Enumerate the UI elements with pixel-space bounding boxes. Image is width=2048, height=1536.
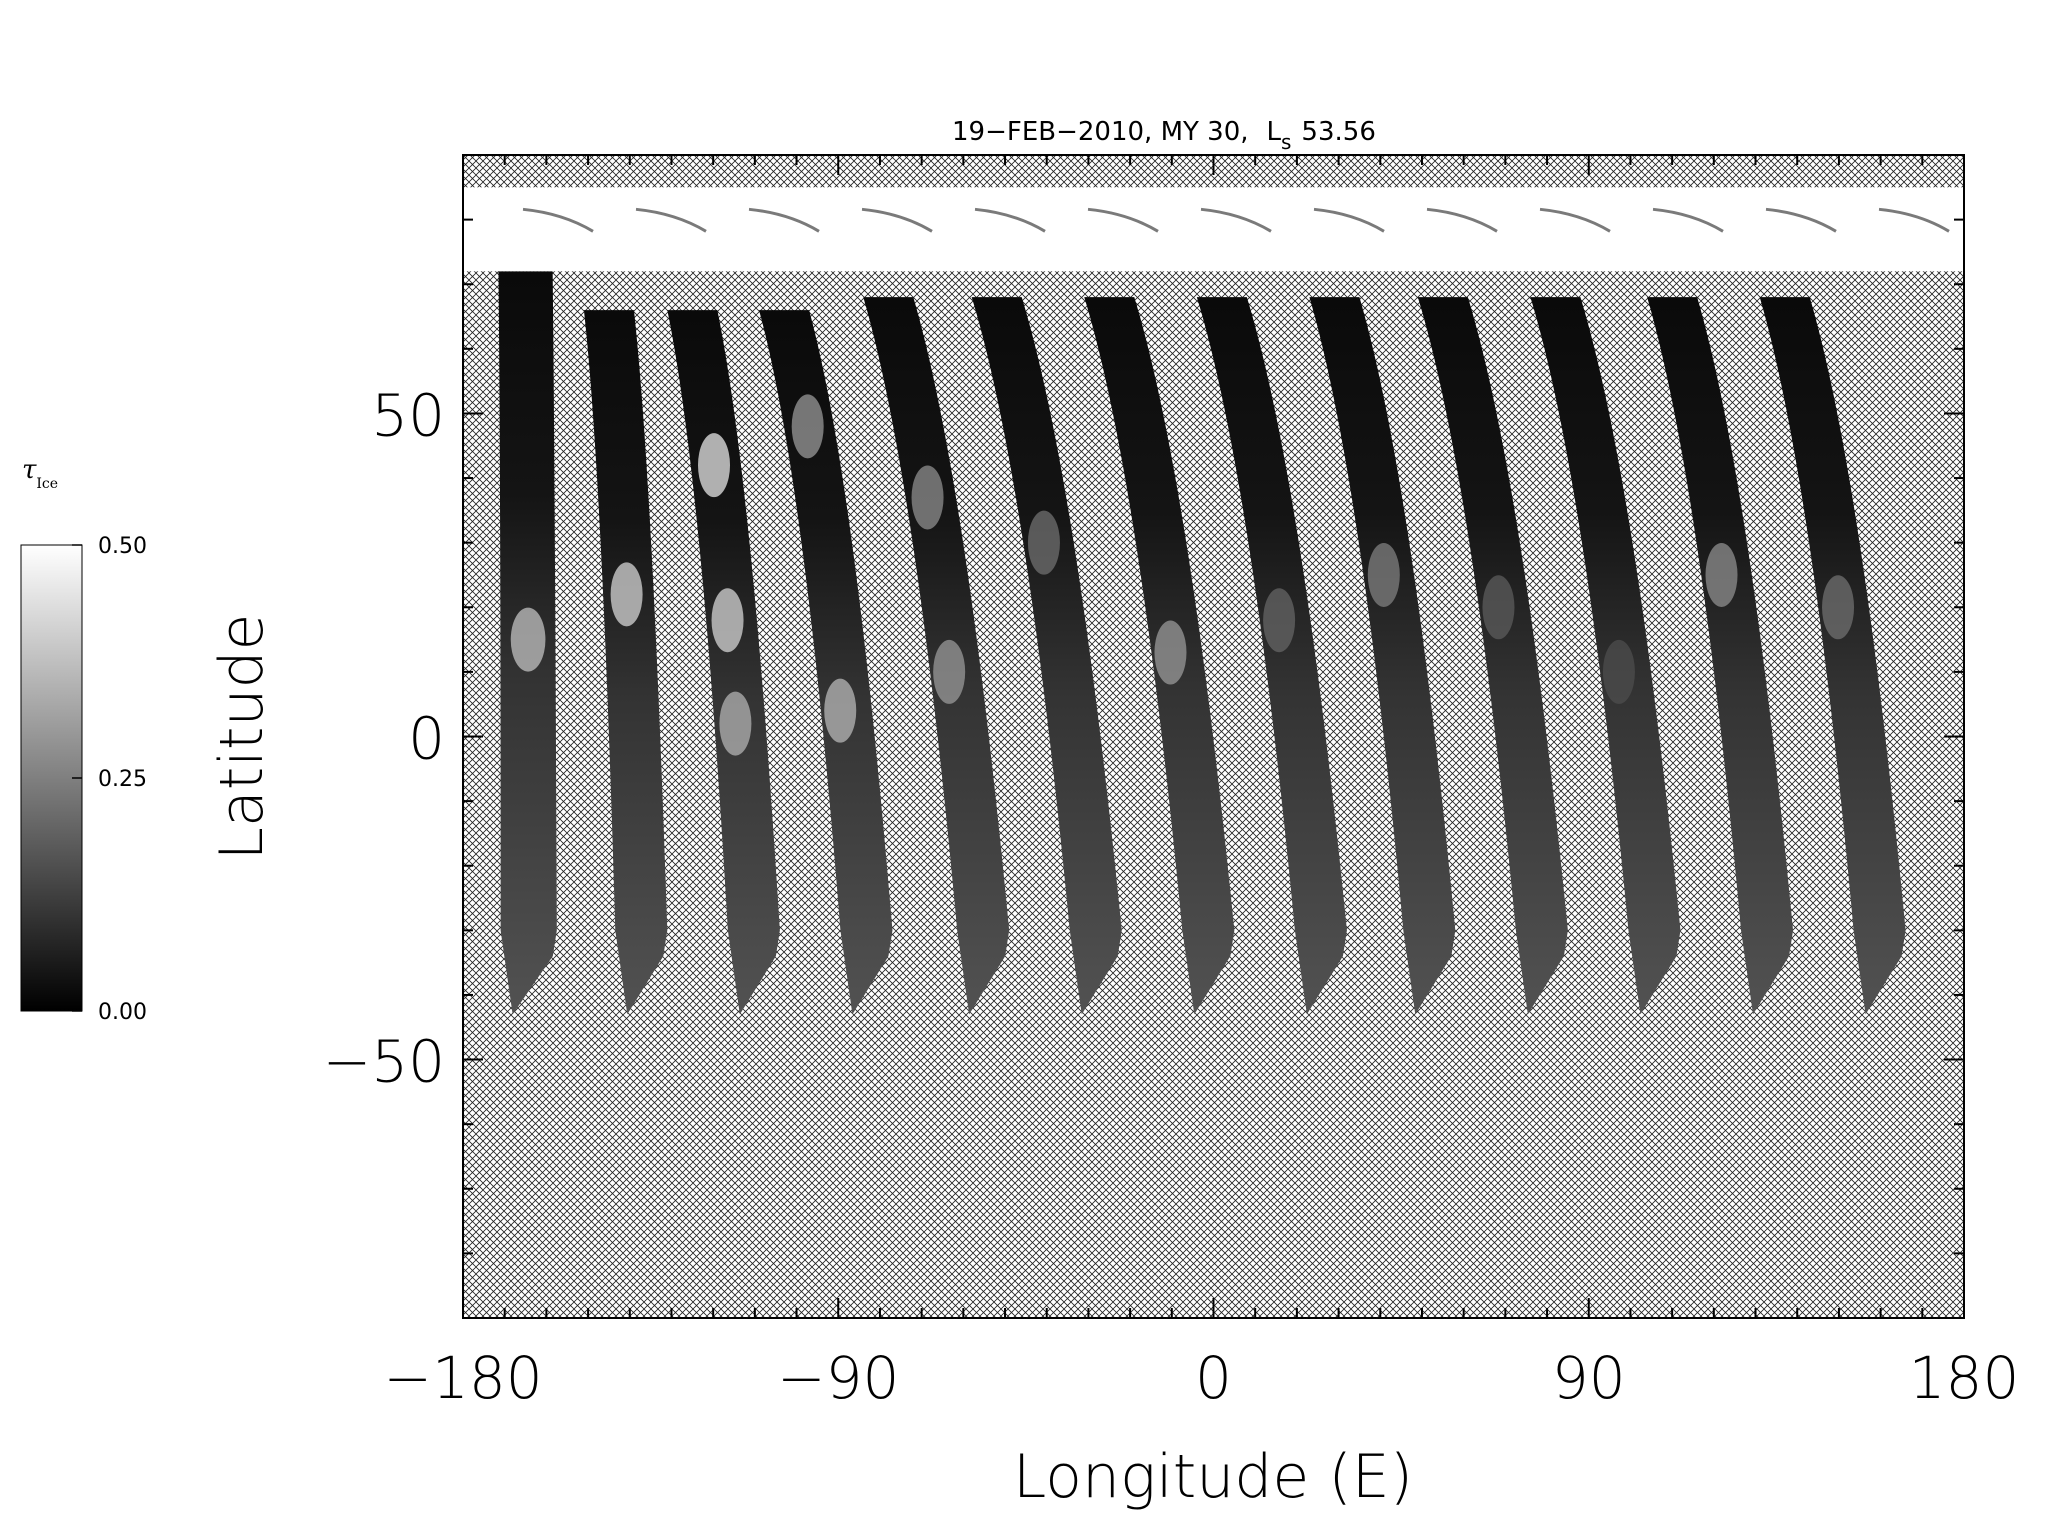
cloud-patch-11-1 (1602, 639, 1635, 704)
y-tick-label: 50 (371, 381, 445, 449)
cap-streak-7 (1200, 207, 1272, 233)
colorbar-tick-label: 0.50 (98, 534, 147, 559)
cloud-patch-3-1 (697, 433, 731, 498)
cap-streak-9 (1426, 207, 1498, 233)
cloud-patch-3-2 (711, 588, 744, 653)
y-tick-label: −50 (323, 1028, 445, 1096)
y-axis-label: Latitude (207, 614, 277, 861)
colorbar-tick-label: 0.25 (98, 767, 147, 792)
swath-6 (971, 297, 1122, 1015)
swath-8 (1196, 297, 1347, 1015)
cloud-patch-1-1 (510, 607, 546, 672)
polar-cap-band (463, 187, 1964, 272)
colorbar-label: τIce (22, 455, 58, 492)
cloud-patch-12-1 (1705, 542, 1738, 607)
colorbar-tick-label: 0.00 (98, 1000, 147, 1025)
x-axis-label: Longitude (E) (1013, 1442, 1413, 1512)
cap-streak-6 (1087, 207, 1159, 233)
cloud-patch-5-2 (933, 639, 966, 704)
x-tick-label: −180 (383, 1344, 542, 1412)
x-tick-label: 180 (1909, 1344, 2020, 1412)
cap-streak-2 (635, 207, 707, 233)
cap-streak-4 (861, 207, 933, 233)
swath-13 (1759, 297, 1906, 1015)
cap-streak-8 (1313, 207, 1385, 233)
x-tick-label: 90 (1552, 1344, 1626, 1412)
cloud-patch-3-3 (719, 691, 752, 756)
x-tick-label: 0 (1195, 1344, 1232, 1412)
cap-streak-12 (1765, 207, 1837, 233)
colorbar-ticks: 0.00 0.25 0.50 (72, 534, 147, 1025)
cloud-patch-2-1 (610, 562, 643, 627)
cloud-patch-6-1 (1027, 510, 1060, 575)
cloud-patch-4-2 (824, 678, 857, 743)
x-tick-label: −90 (777, 1344, 899, 1412)
chart-title: 19−FEB−2010, MY 30, Ls 53.56 (952, 117, 1376, 154)
swath-12 (1647, 297, 1794, 1015)
cloud-patch-9-1 (1367, 542, 1400, 607)
axis-ticks: −180 −90 0 90 180 −50 0 50 (323, 154, 2020, 1412)
cap-streak-3 (748, 207, 820, 233)
cloud-patch-7-1 (1154, 620, 1187, 685)
y-tick-label: 0 (408, 705, 445, 773)
cloud-patch-4-1 (791, 394, 824, 459)
cap-streak-5 (974, 207, 1046, 233)
colorbar: τIce 0.00 0.25 0.50 (20, 455, 147, 1025)
swath-3 (667, 310, 780, 1015)
cap-streak-11 (1652, 207, 1724, 233)
polar-cap-region (463, 187, 1964, 272)
plot-area (463, 155, 1964, 1318)
swath-2 (583, 310, 668, 1015)
cloud-patch-10-1 (1482, 575, 1515, 640)
swath-9 (1309, 297, 1456, 1015)
swath-10 (1417, 297, 1568, 1015)
cloud-patch-8-1 (1263, 588, 1296, 653)
cloud-patch-13-1 (1822, 575, 1855, 640)
cloud-patch-5-1 (911, 465, 944, 530)
cap-streak-13 (1878, 207, 1950, 233)
cap-streak-10 (1539, 207, 1611, 233)
swath-4 (759, 310, 893, 1015)
cap-streak-1 (522, 207, 594, 233)
observation-swaths (498, 271, 1906, 1015)
